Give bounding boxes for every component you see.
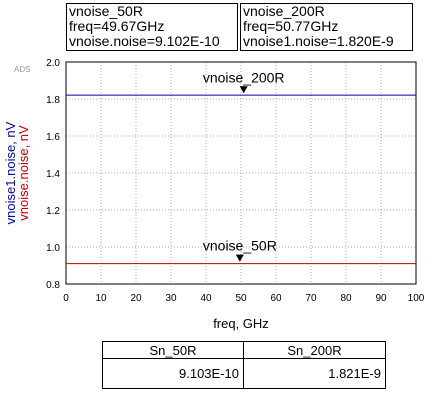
y-axis-label-vnoise: vnoise.noise, nV [16, 125, 31, 221]
marker-triangle-200r [239, 86, 248, 94]
y-axis-label-vnoise1: vnoise1.noise, nV [3, 121, 18, 224]
marker-name: vnoise_200R [243, 3, 325, 19]
x-tick-label: 90 [375, 293, 387, 304]
x-tick-label: 50 [235, 293, 247, 304]
marker-value: vnoise.noise=9.102E-10 [69, 33, 220, 49]
table-header-sn-50r: Sn_50R [102, 341, 244, 359]
marker-name: vnoise_50R [69, 3, 143, 19]
y-tick-label: 1.8 [46, 95, 60, 106]
x-tick-label: 0 [63, 293, 69, 304]
marker-value: vnoise1.noise=1.820E-9 [243, 33, 394, 49]
marker-freq: freq=49.67GHz [69, 18, 165, 34]
marker-triangle-50r [235, 254, 244, 262]
y-tick-label: 1.6 [46, 132, 60, 143]
x-tick-label: 40 [200, 293, 212, 304]
x-tick-label: 10 [95, 293, 107, 304]
plot-frame [65, 61, 417, 285]
x-tick-label: 30 [165, 293, 177, 304]
x-tick-label: 20 [130, 293, 142, 304]
y-tick-label: 2.0 [46, 58, 60, 69]
marker-readout-50r: vnoise_50R freq=49.67GHz vnoise.noise=9.… [66, 3, 238, 51]
table-value-sn-50r: 9.103E-10 [102, 358, 244, 389]
y-tick-label: 0.8 [46, 280, 60, 291]
table-header-sn-200r: Sn_200R [243, 341, 386, 359]
marker-freq: freq=50.77GHz [243, 18, 339, 34]
noise-chart: 0 10 20 30 40 50 60 70 80 90 100 0.8 1.0 1.2 1.4 1.6 1.8… [3, 58, 425, 331]
y-tick-label: 1.2 [46, 206, 60, 217]
x-tick-label: 100 [408, 293, 425, 304]
x-tick-label: 70 [305, 293, 317, 304]
x-tick-label: 60 [270, 293, 282, 304]
marker-readout-200r: vnoise_200R freq=50.77GHz vnoise1.noise=… [240, 3, 413, 51]
marker-label-50r: vnoise_50R [203, 238, 277, 254]
y-tick-label: 1.0 [46, 243, 60, 254]
y-tick-label: 1.4 [46, 169, 60, 180]
noise-table: Sn_50R Sn_200R 9.103E-10 1.821E-9 [102, 341, 386, 389]
x-tick-label: 80 [340, 293, 352, 304]
watermark-label: ADS [14, 65, 30, 74]
x-axis-label: freq, GHz [213, 316, 269, 331]
marker-label-200r: vnoise_200R [203, 69, 285, 85]
table-value-sn-200r: 1.821E-9 [243, 358, 386, 389]
